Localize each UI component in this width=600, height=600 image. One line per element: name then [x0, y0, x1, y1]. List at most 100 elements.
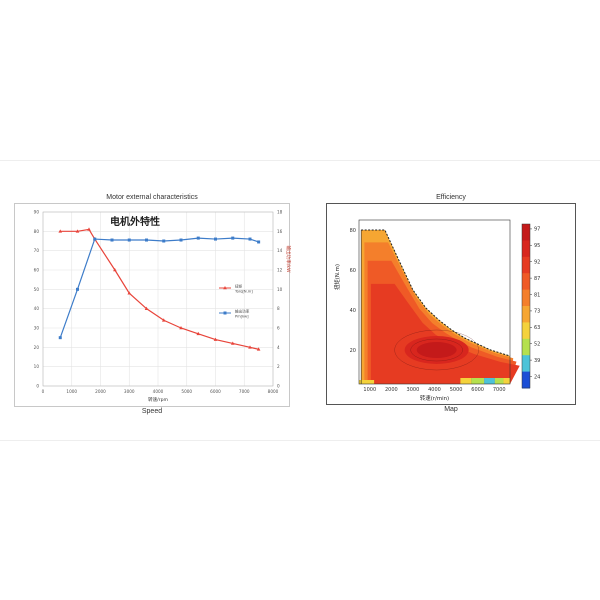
torque-point — [75, 229, 80, 233]
x-tick-label: 1000 — [66, 389, 77, 394]
torque-envelope-line — [361, 229, 511, 357]
colorbar-segment — [522, 371, 530, 389]
y-tick-label: 20 — [350, 348, 356, 354]
colorbar-segment — [522, 273, 530, 291]
y-left-tick-label: 0 — [36, 384, 39, 389]
colorbar-tick-label: 52 — [534, 342, 540, 348]
left-chart-title: Motor external characteristics — [106, 194, 198, 201]
legend-marker — [223, 286, 227, 290]
power-point — [179, 238, 183, 242]
contour-line — [394, 329, 479, 371]
y-right-tick-label: 8 — [277, 306, 280, 311]
y-right-tick-label: 2 — [277, 364, 280, 369]
map-frame — [358, 219, 511, 385]
colorbar-segment — [522, 224, 530, 241]
power-point — [76, 287, 79, 291]
colorbar-segment — [522, 256, 530, 274]
x-tick-label: 3000 — [407, 387, 420, 393]
y-tick-label: 40 — [350, 308, 356, 314]
colorbar-segment — [522, 240, 530, 258]
x-tick-label: 4000 — [153, 389, 164, 394]
top-divider — [0, 160, 600, 161]
torque-point — [213, 337, 218, 341]
low-efficiency-band — [359, 380, 375, 384]
y-left-tick-label: 50 — [34, 287, 40, 292]
plot-area — [42, 211, 274, 387]
y-right-tick-label: 0 — [277, 384, 280, 389]
y-right-tick-label: 10 — [277, 287, 283, 292]
y-left-tick-label: 70 — [34, 248, 40, 253]
x-tick-label: 4000 — [428, 387, 441, 393]
right-chart-title: Efficiency — [436, 194, 466, 201]
power-point — [58, 336, 62, 340]
power-point — [93, 237, 97, 241]
colorbar-tick-label: 87 — [534, 276, 540, 282]
y-right-tick-label: 6 — [277, 326, 280, 331]
series-line-torque — [60, 228, 259, 350]
colorbar-frame — [521, 223, 531, 389]
legend-marker — [223, 311, 227, 315]
y-left-tick-label: 60 — [34, 268, 40, 273]
y-left-tick-label: 30 — [34, 326, 40, 331]
colorbar-segment — [522, 322, 530, 340]
right-chart-caption: Map — [444, 406, 458, 413]
x-tick-label: 8000 — [268, 389, 279, 394]
left-chart-caption: Speed — [141, 408, 163, 415]
y-left-tick-label: 10 — [34, 364, 40, 369]
power-point — [127, 238, 131, 242]
inner-chart-title: 电机外特性 — [110, 215, 160, 228]
y-right-tick-label: 16 — [277, 229, 283, 234]
torque-point — [58, 229, 63, 233]
colorbar-segment — [522, 306, 530, 323]
x-tick-label: 5000 — [181, 389, 192, 394]
x-axis-label: 转速(r/min) — [420, 394, 449, 402]
torque-point — [113, 268, 117, 272]
x-tick-label: 3000 — [124, 389, 135, 394]
legend-label: 输出功率 — [235, 309, 250, 314]
colorbar-tick-label: 24 — [534, 374, 540, 380]
y-tick-label: 80 — [350, 228, 356, 234]
low-efficiency-band — [494, 378, 504, 384]
x-tick-label: 6000 — [471, 387, 484, 393]
colorbar-tick-label: 81 — [534, 292, 540, 298]
y-left-tick-label: 20 — [34, 345, 40, 350]
legend-label: 扭矩 — [235, 284, 243, 289]
y-right-tick-label: 12 — [277, 268, 283, 273]
colorbar-tick-label: 95 — [534, 243, 540, 249]
low-efficiency-band — [484, 378, 495, 384]
torque-point — [127, 291, 132, 295]
colorbar-tick-label: 97 — [534, 227, 540, 233]
colorbar-tick-label: 39 — [534, 358, 540, 364]
y-axis-label: 扭矩(N.m) — [333, 264, 341, 290]
bottom-divider — [0, 440, 600, 441]
power-point — [162, 239, 166, 243]
torque-point — [144, 306, 149, 310]
torque-point — [161, 318, 166, 322]
y-left-tick-label: 90 — [34, 210, 40, 215]
efficiency-peak-core — [416, 342, 457, 358]
right-chart-frame: 1000 2000 3000 4000 5000 6000 7000 20 40 60 80 转速(r… — [326, 203, 576, 405]
torque-point — [256, 347, 261, 351]
x-tick-label: 0 — [42, 389, 45, 394]
efficiency-region-92 — [370, 283, 520, 384]
x-tick-label: 5000 — [450, 387, 463, 393]
y-right-axis-label: 输出功率/kW — [285, 245, 291, 273]
right-chart-svg: 1000 2000 3000 4000 5000 6000 7000 20 40 60 80 转速(r… — [333, 219, 540, 402]
power-point — [214, 237, 217, 241]
left-chart-frame: 0 10 20 30 40 50 60 70 80 90 0 1000 2000 3000 4000 5000… — [14, 203, 292, 407]
colorbar-tick-label: 73 — [534, 309, 540, 315]
power-point — [145, 238, 148, 242]
x-axis-label: 转速/rpm — [148, 396, 169, 403]
colorbar-segment — [522, 355, 530, 373]
power-point — [196, 236, 200, 240]
legend-label: Pm[kw] — [235, 315, 249, 319]
x-tick-label: 2000 — [385, 387, 398, 393]
y-right-tick-label: 18 — [277, 210, 283, 215]
low-efficiency-band — [460, 378, 472, 384]
torque-point — [87, 227, 91, 231]
power-point — [110, 238, 114, 242]
colorbar-segment — [522, 289, 530, 307]
y-right-tick-label: 4 — [277, 345, 280, 350]
colorbar-tick-label: 92 — [534, 260, 540, 266]
